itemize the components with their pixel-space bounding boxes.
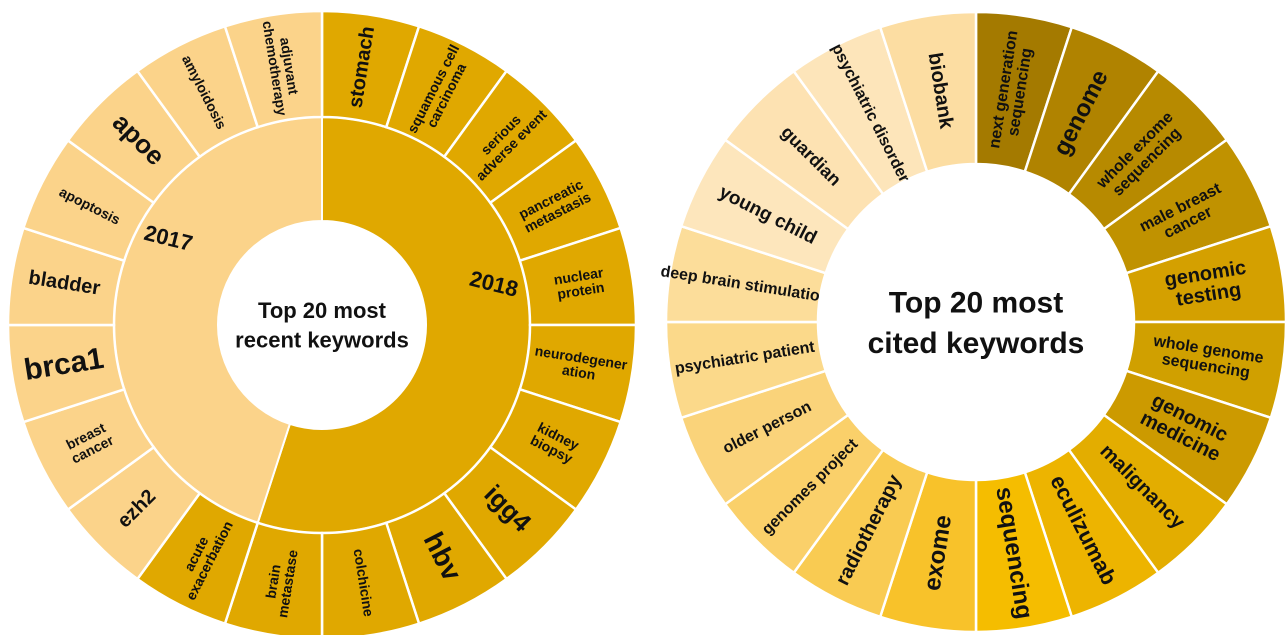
center-hole (218, 221, 426, 429)
segment-label-nuclear-protein: nuclearprotein (553, 264, 608, 302)
segment-biobank (878, 10, 978, 174)
cited-center-title: Top 20 most cited keywords (868, 286, 1085, 360)
segment-adjuvant-chemotherapy (223, 9, 324, 129)
segment-genomic-testing (1124, 224, 1286, 324)
center-hole (818, 164, 1134, 480)
recent-center-title: Top 20 most recent keywords (235, 298, 409, 353)
